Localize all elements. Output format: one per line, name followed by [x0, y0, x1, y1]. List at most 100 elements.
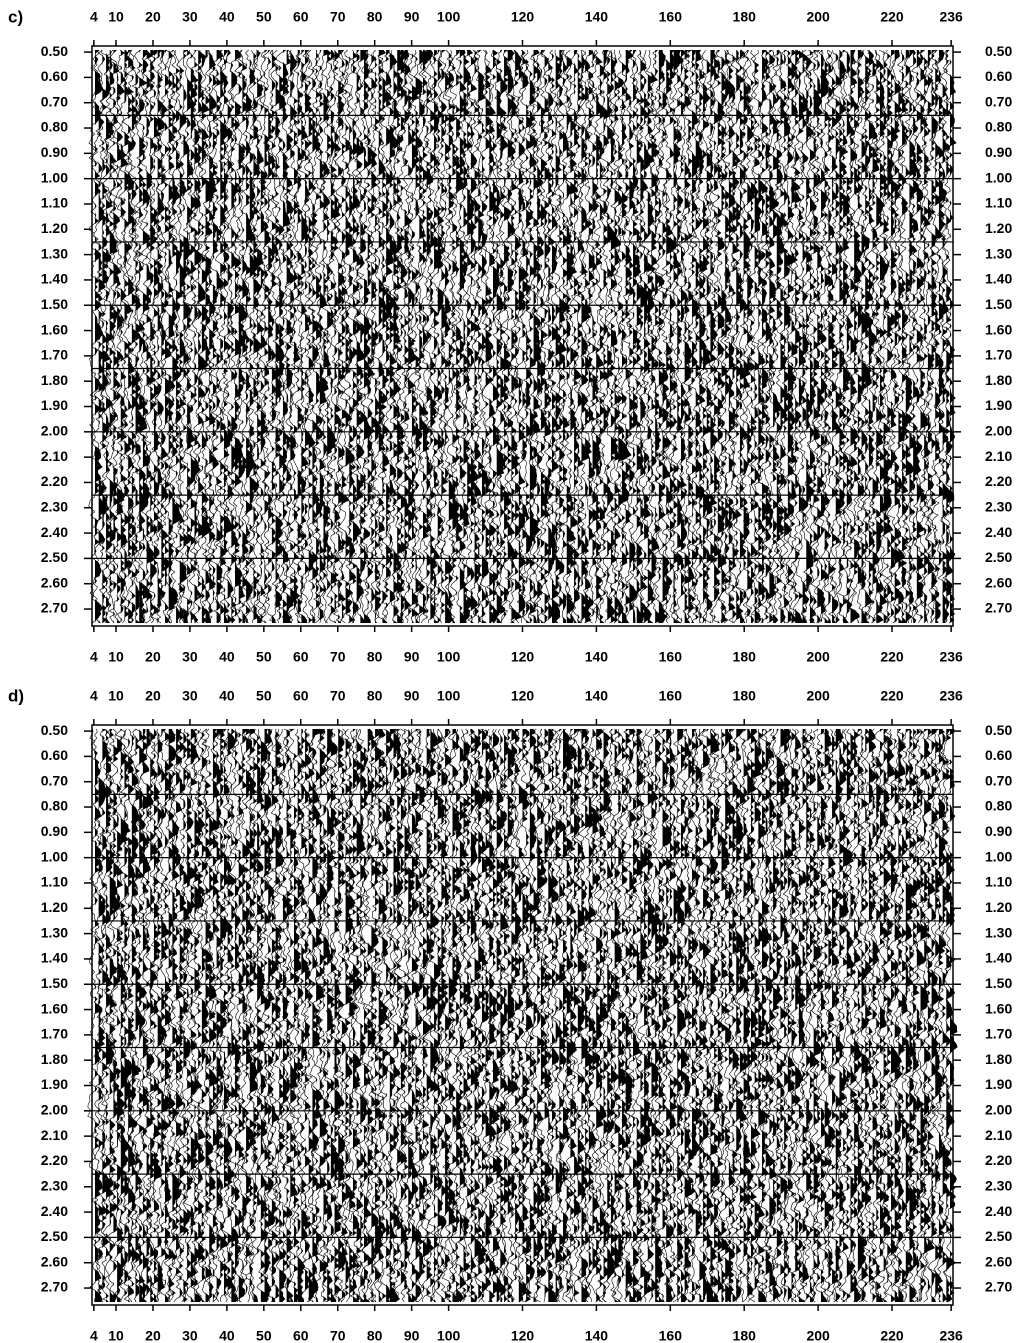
- x-tick-label: 4: [90, 688, 98, 704]
- y-tick-label: 0.90: [41, 144, 68, 160]
- y-tick-label: 2.00: [985, 1102, 1012, 1118]
- trace-wiggle: [360, 49, 375, 624]
- trace-fill: [813, 729, 821, 1302]
- trace-wiggle: [143, 728, 158, 1303]
- x-tick-label: 140: [585, 9, 609, 25]
- trace-wiggle: [600, 728, 616, 1303]
- x-tick-label: 120: [511, 9, 535, 25]
- trace-fill: [607, 729, 615, 1302]
- trace-wiggle: [573, 728, 590, 1303]
- trace-fill: [135, 50, 142, 623]
- trace-wiggle: [401, 49, 417, 624]
- trace-fill: [194, 50, 202, 623]
- trace-wiggle: [171, 728, 187, 1303]
- y-tick-label: 1.60: [41, 321, 68, 337]
- trace-fill: [452, 729, 460, 1302]
- x-tick-label: 100: [437, 688, 461, 704]
- trace-fill: [644, 50, 651, 623]
- trace-fill: [253, 729, 259, 1302]
- y-tick-label: 1.40: [41, 950, 68, 966]
- trace-wiggle: [290, 728, 305, 1303]
- trace-fill: [640, 50, 649, 623]
- trace-fill: [507, 50, 515, 623]
- trace-wiggle: [411, 728, 427, 1303]
- trace-wiggle: [511, 49, 527, 624]
- trace-wiggle: [598, 49, 616, 624]
- trace-wiggle: [783, 728, 799, 1303]
- trace-wiggle: [441, 49, 456, 624]
- trace-fill: [610, 50, 618, 623]
- trace-wiggle: [350, 49, 365, 624]
- trace-fill: [242, 50, 250, 623]
- trace-wiggle: [733, 49, 747, 624]
- trace-wiggle: [437, 728, 452, 1303]
- trace-wiggle: [696, 728, 711, 1303]
- trace-fill: [942, 50, 950, 623]
- x-tick-label: 160: [659, 1328, 683, 1343]
- trace-wiggle: [570, 728, 586, 1303]
- trace-wiggle: [780, 728, 796, 1303]
- trace-fill: [216, 50, 224, 623]
- y-tick-label: 1.60: [985, 1000, 1012, 1016]
- trace-fill: [445, 50, 453, 623]
- y-tick-label: 1.40: [985, 950, 1012, 966]
- trace-wiggle: [900, 728, 918, 1303]
- trace-fill: [614, 50, 621, 623]
- y-tick-label: 1.70: [985, 1026, 1012, 1042]
- y-tick-label: 1.00: [985, 848, 1012, 864]
- trace-fill: [190, 729, 199, 1302]
- y-tick-label: 0.50: [41, 722, 68, 738]
- x-tick-label: 160: [659, 688, 683, 704]
- trace-fill: [511, 729, 519, 1302]
- trace-fill: [102, 729, 109, 1302]
- trace-wiggle: [564, 49, 578, 624]
- trace-fill: [832, 729, 839, 1302]
- trace-wiggle: [931, 728, 947, 1303]
- x-tick-label: 10: [108, 1328, 124, 1343]
- trace-wiggle: [595, 49, 611, 624]
- trace-wiggle: [547, 49, 562, 624]
- trace-wiggle: [845, 728, 863, 1303]
- trace-wiggle: [414, 728, 431, 1303]
- trace-wiggle: [496, 49, 512, 624]
- trace-wiggle: [131, 728, 148, 1303]
- trace-wiggle: [688, 728, 702, 1302]
- y-tick-label: 2.70: [985, 1279, 1012, 1295]
- trace-fill: [920, 50, 929, 623]
- trace-wiggle: [183, 728, 199, 1303]
- trace-wiggle: [396, 728, 412, 1303]
- trace-wiggle: [120, 728, 137, 1303]
- trace-wiggle: [164, 49, 182, 624]
- x-tick-label: 200: [806, 688, 830, 704]
- trace-fill: [190, 50, 198, 623]
- trace-wiggle: [94, 49, 111, 624]
- trace-fill: [275, 729, 284, 1302]
- trace-wiggle: [634, 49, 650, 624]
- trace-fill: [109, 50, 117, 623]
- trace-wiggle: [190, 728, 206, 1303]
- trace-wiggle: [743, 49, 758, 624]
- trace-wiggle: [650, 49, 666, 624]
- trace-wiggle: [238, 728, 254, 1303]
- y-tick-label: 0.50: [41, 43, 68, 59]
- trace-fill: [769, 50, 777, 623]
- x-tick-label: 160: [659, 9, 683, 25]
- trace-wiggle: [618, 49, 634, 624]
- trace-wiggle: [382, 728, 397, 1303]
- trace-fill: [566, 50, 575, 623]
- y-tick-label: 1.80: [41, 372, 68, 388]
- x-tick-label: 200: [806, 649, 830, 665]
- trace-fill: [592, 50, 600, 623]
- x-tick-label: 236: [939, 1328, 963, 1343]
- trace-wiggle: [871, 49, 888, 624]
- trace-fill: [518, 50, 527, 623]
- trace-wiggle: [581, 728, 597, 1303]
- trace-wiggle: [580, 49, 596, 624]
- trace-fill: [386, 50, 394, 623]
- trace-fill: [434, 729, 441, 1302]
- trace-wiggle: [198, 728, 214, 1303]
- trace-fill: [223, 729, 233, 1302]
- trace-wiggle: [681, 728, 695, 1303]
- trace-wiggle: [149, 728, 166, 1302]
- trace-wiggle: [374, 728, 389, 1303]
